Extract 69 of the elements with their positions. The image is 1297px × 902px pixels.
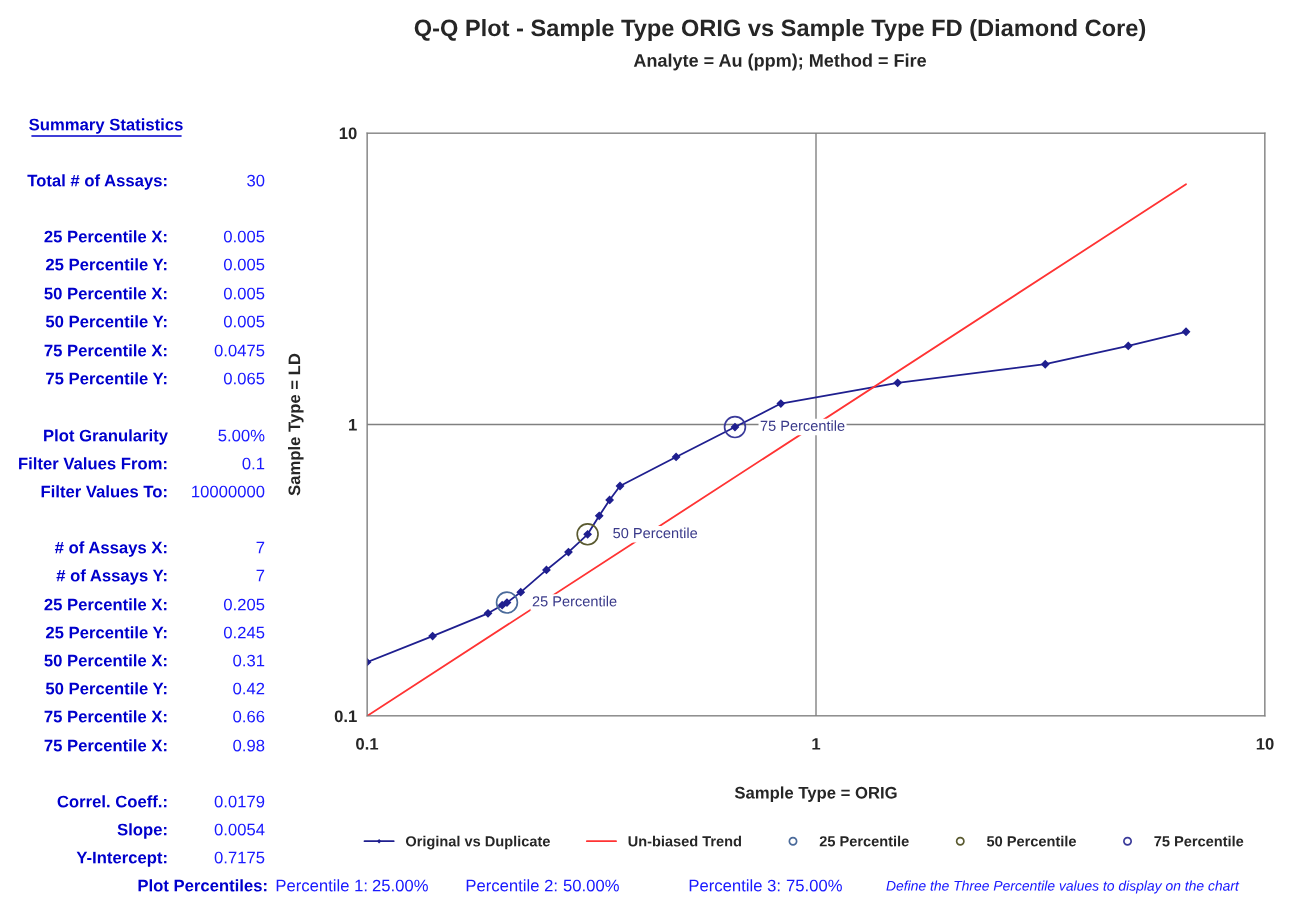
text: 0.0475 <box>214 344 265 357</box>
text: 30 <box>247 174 265 187</box>
text: 50 Percentile Y: <box>45 682 167 695</box>
text: 0.31 <box>233 654 265 667</box>
text: 10000000 <box>192 485 265 498</box>
annotation: 75 Percentile <box>760 420 845 431</box>
text: 0.7175 <box>214 851 265 864</box>
text: # of Assays Y: <box>56 569 167 585</box>
text: 0.005 <box>223 287 265 300</box>
x-axis-title: Sample Type = ORIG <box>734 786 897 802</box>
legend-label: 75 Percentile <box>1154 835 1244 847</box>
text: 7 <box>256 541 265 554</box>
x-tick-label: 1 <box>812 738 821 750</box>
text: Slope: <box>117 823 167 839</box>
text: 0.005 <box>223 230 265 243</box>
text: 0.98 <box>233 739 265 752</box>
text: # of Assays X: <box>54 541 167 557</box>
text: Define the Three Percentile values to display on the chart <box>886 880 1240 894</box>
text: 50.00% <box>563 879 619 892</box>
text: 75.00% <box>786 879 842 892</box>
x-tick-label: 10 <box>1256 737 1274 750</box>
x-tick-label: 0.1 <box>356 737 379 750</box>
y-tick-label: 1 <box>349 419 357 431</box>
text: Percentile 1: <box>276 879 367 892</box>
text: 75 Percentile X: <box>44 710 167 723</box>
annotation: 25 Percentile <box>532 595 617 607</box>
text: 75 Percentile X: <box>44 344 167 357</box>
text: 7 <box>256 569 265 582</box>
legend-label: 25 Percentile <box>819 835 909 847</box>
text: 25 Percentile X: <box>44 230 167 243</box>
text: 0.0179 <box>214 795 265 808</box>
text: 75 Percentile X: <box>44 739 167 752</box>
y-tick-label: 10 <box>339 127 357 140</box>
text: 25 Percentile Y: <box>45 258 167 271</box>
text: Correl. Coeff.: <box>57 795 167 808</box>
text: Percentile 3: <box>689 879 780 892</box>
text: 0.065 <box>223 372 265 385</box>
chart-subtitle: Analyte = Au (ppm); Method = Fire <box>633 53 927 71</box>
text: 75 Percentile Y: <box>46 372 167 385</box>
text: 50 Percentile X: <box>44 287 167 300</box>
chart-title: Q-Q Plot - Sample Type ORIG vs Sample Type FD (Diamond Core) <box>414 19 1146 42</box>
text: 0.42 <box>233 682 265 695</box>
y-axis-title: Sample Type = LD <box>288 353 304 496</box>
text: 50 Percentile X: <box>44 654 167 667</box>
text: Filter Values From: <box>19 457 167 470</box>
text: 0.1 <box>242 457 265 470</box>
text: Percentile 2: <box>466 879 557 892</box>
annotation: 50 Percentile <box>613 527 698 539</box>
y-tick-label: 0.1 <box>334 710 357 723</box>
legend-label: Original vs Duplicate <box>405 835 550 850</box>
text: Plot Percentiles: <box>138 879 267 892</box>
text: 0.245 <box>223 626 265 639</box>
text: 25.00% <box>372 879 428 892</box>
text: 5.00% <box>218 429 265 442</box>
legend-label: 50 Percentile <box>986 835 1076 847</box>
text: 0.005 <box>223 258 265 271</box>
text: 0.005 <box>223 315 265 328</box>
text: Y-Intercept: <box>76 851 167 867</box>
text: Plot Granularity <box>44 429 168 445</box>
text: 0.205 <box>223 598 265 611</box>
legend-label: Un-biased Trend <box>628 835 741 847</box>
text: 25 Percentile X: <box>44 598 167 611</box>
text: Total # of Assays: <box>27 174 167 190</box>
text: 25 Percentile Y: <box>45 626 167 639</box>
text: 50 Percentile Y: <box>45 315 167 328</box>
text: 0.0054 <box>214 823 265 836</box>
text: 0.66 <box>233 710 265 723</box>
text: Filter Values To: <box>41 485 167 498</box>
text: Summary Statistics <box>29 118 183 134</box>
